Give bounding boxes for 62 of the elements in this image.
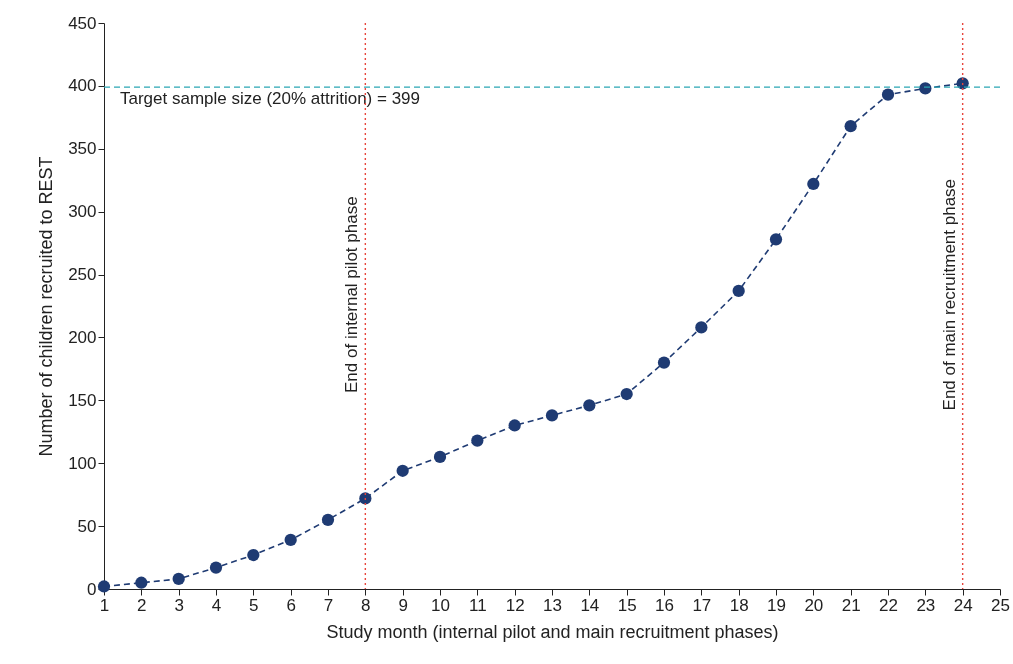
y-tick-label: 100 — [68, 453, 97, 473]
y-tick-label: 300 — [68, 202, 97, 222]
x-tick-label: 21 — [841, 595, 861, 615]
y-tick-label: 150 — [68, 390, 97, 410]
point — [769, 233, 783, 246]
y-tick-label: 50 — [77, 516, 97, 536]
point — [881, 88, 895, 101]
x-tick-label: 18 — [729, 595, 749, 615]
x-tick-label: 9 — [398, 595, 408, 615]
point — [321, 513, 335, 526]
x-tick-label: 16 — [655, 595, 674, 615]
point — [545, 409, 559, 422]
point — [732, 284, 745, 298]
x-tick-label: 8 — [361, 595, 371, 615]
point — [359, 492, 372, 505]
x-tick-label: 17 — [692, 595, 712, 615]
point — [508, 419, 521, 432]
y-tick-label: 350 — [68, 139, 97, 159]
x-tick-label: 5 — [249, 595, 259, 615]
x-tick-label: 11 — [469, 595, 487, 615]
point — [396, 464, 409, 477]
point — [620, 387, 633, 401]
x-tick-label: 23 — [916, 595, 936, 615]
point — [695, 321, 708, 334]
x-tick-label: 15 — [617, 595, 637, 615]
y-tick-label: 250 — [68, 265, 97, 285]
y-tick-label: 400 — [68, 76, 97, 96]
y-axis-title: Number of children recruited to REST — [36, 156, 57, 457]
x-tick-label: 20 — [804, 595, 824, 615]
ref-line-label: Target sample size (20% attrition) = 399 — [120, 89, 421, 109]
point — [844, 120, 857, 133]
point — [807, 177, 820, 191]
point — [172, 572, 185, 586]
point — [583, 399, 596, 412]
x-tick-label: 24 — [953, 595, 973, 615]
x-tick-label: 22 — [879, 595, 898, 615]
x-tick-label: 14 — [580, 595, 600, 615]
point — [97, 580, 111, 593]
point — [471, 434, 484, 447]
point — [657, 356, 671, 369]
point — [209, 561, 223, 574]
x-tick-label: 10 — [431, 595, 450, 615]
x-tick-label: 4 — [211, 595, 222, 615]
x-tick-label: 1 — [99, 595, 110, 615]
x-tick-label: 12 — [505, 595, 525, 615]
x-tick-label: 7 — [323, 595, 334, 615]
x-tick-label: 25 — [991, 595, 1010, 615]
x-tick-label: 6 — [286, 595, 296, 615]
x-tick-label: 3 — [174, 595, 184, 615]
ref-line-label: End of main recruitment phase — [939, 178, 959, 411]
y-tick-label: 450 — [68, 13, 97, 33]
x-axis-title: Study month (internal pilot and main recruitment phases) — [326, 621, 779, 642]
x-tick-label: 13 — [543, 595, 562, 615]
point — [433, 450, 447, 464]
ref-line-label: End of internal pilot phase — [342, 196, 362, 393]
point — [135, 576, 148, 589]
y-tick-label: 200 — [68, 327, 97, 347]
x-tick-label: 2 — [137, 595, 147, 615]
y-tick-label: 0 — [87, 579, 97, 599]
x-tick-label: 19 — [767, 595, 786, 615]
point — [247, 548, 260, 562]
point — [284, 533, 297, 547]
